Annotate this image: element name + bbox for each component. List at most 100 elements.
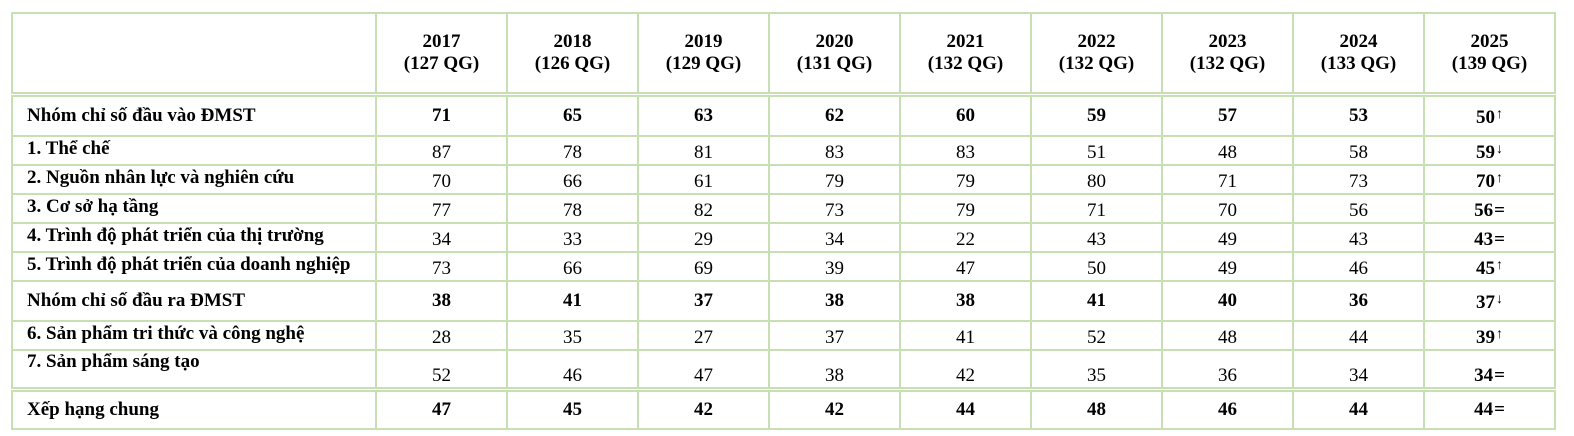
row-label: 1. Thể chế <box>11 135 377 166</box>
unchanged-icon: = <box>1494 200 1505 221</box>
rank-cell: 40 <box>1161 280 1294 322</box>
column-header: 2017 (127 QG) <box>375 12 508 97</box>
rank-cell: 42 <box>899 349 1032 391</box>
row-label: Nhóm chỉ số đầu vào ĐMST <box>11 93 377 137</box>
rank-cell: 44 <box>1292 387 1425 430</box>
arrow-down-icon: ↓ <box>1496 142 1503 157</box>
rank-value: 56 <box>1474 200 1494 221</box>
table-row: 2. Nguồn nhân lực và nghiên cứu 70 66 61 79 7… <box>11 164 1556 195</box>
rank-cell: 70 <box>1161 193 1294 224</box>
rank-cell: 47 <box>899 251 1032 282</box>
rank-cell: 52 <box>1030 320 1163 351</box>
unchanged-icon: = <box>1494 229 1505 250</box>
rank-value: 37 <box>1476 291 1495 313</box>
rank-cell: 52 <box>375 349 508 391</box>
rank-cell: 22 <box>899 222 1032 253</box>
table-row: 3. Cơ sở hạ tầng 77 78 82 73 79 71 70 56 56= <box>11 193 1556 224</box>
row-label: 7. Sản phẩm sáng tạo <box>11 349 377 391</box>
rank-cell: 35 <box>506 320 639 351</box>
arrow-up-icon: ↑ <box>1496 106 1503 122</box>
rank-cell: 65 <box>506 93 639 137</box>
rank-cell: 83 <box>899 135 1032 166</box>
rank-cell: 38 <box>375 280 508 322</box>
unchanged-icon: = <box>1494 365 1505 386</box>
rank-cell: 34 <box>768 222 901 253</box>
gii-ranking-table: 2017 (127 QG) 2018 (126 QG) 2019 (129 QG) 2… <box>11 12 1556 430</box>
column-header: 2021 (132 QG) <box>899 12 1032 97</box>
column-header: 2019 (129 QG) <box>637 12 770 97</box>
header-row: 2017 (127 QG) 2018 (126 QG) 2019 (129 QG) 2… <box>11 12 1556 97</box>
rank-cell: 34 <box>1292 349 1425 391</box>
rank-cell: 80 <box>1030 164 1163 195</box>
gii-ranking-table-container: 2017 (127 QG) 2018 (126 QG) 2019 (129 QG) 2… <box>11 12 1556 430</box>
rank-cell: 27 <box>637 320 770 351</box>
rank-cell: 71 <box>1030 193 1163 224</box>
rank-cell: 46 <box>1161 387 1294 430</box>
rank-cell: 56= <box>1423 193 1556 224</box>
rank-cell: 43 <box>1030 222 1163 253</box>
table-row: Nhóm chỉ số đầu vào ĐMST 71 65 63 62 60 59 57 53… <box>11 93 1556 137</box>
rank-cell: 73 <box>375 251 508 282</box>
rank-cell: 48 <box>1161 135 1294 166</box>
rank-cell: 38 <box>899 280 1032 322</box>
rank-value: 50 <box>1476 106 1495 128</box>
rank-cell: 59 <box>1030 93 1163 137</box>
rank-value: 44 <box>1474 399 1494 420</box>
header-corner-cell <box>11 12 377 97</box>
rank-cell: 46 <box>506 349 639 391</box>
column-header: 2020 (131 QG) <box>768 12 901 97</box>
table-row: Nhóm chỉ số đầu ra ĐMST 38 41 37 38 38 41 40 36 3… <box>11 280 1556 322</box>
rank-cell: 34 <box>375 222 508 253</box>
rank-cell: 79 <box>899 193 1032 224</box>
row-label: 6. Sản phẩm tri thức và công nghệ <box>11 320 377 351</box>
rank-cell: 78 <box>506 193 639 224</box>
rank-cell: 58 <box>1292 135 1425 166</box>
rank-cell: 46 <box>1292 251 1425 282</box>
rank-cell: 70 <box>375 164 508 195</box>
rank-cell: 73 <box>1292 164 1425 195</box>
rank-cell: 38 <box>768 280 901 322</box>
rank-cell: 79 <box>768 164 901 195</box>
column-header: 2018 (126 QG) <box>506 12 639 97</box>
rank-cell: 71 <box>1161 164 1294 195</box>
rank-cell: 53 <box>1292 93 1425 137</box>
rank-cell: 48 <box>1161 320 1294 351</box>
rank-cell: 39↑ <box>1423 320 1556 351</box>
rank-value: 43 <box>1474 229 1494 250</box>
rank-cell: 43= <box>1423 222 1556 253</box>
table-row: 5. Trình độ phát triển của doanh nghiệp 7… <box>11 251 1556 282</box>
rank-cell: 37 <box>637 280 770 322</box>
column-header: 2023 (132 QG) <box>1161 12 1294 97</box>
arrow-up-icon: ↑ <box>1496 171 1503 186</box>
rank-cell: 63 <box>637 93 770 137</box>
arrow-up-icon: ↑ <box>1496 327 1503 342</box>
rank-cell: 44 <box>1292 320 1425 351</box>
column-header: 2022 (132 QG) <box>1030 12 1163 97</box>
rank-cell: 59↓ <box>1423 135 1556 166</box>
rank-value: 45 <box>1476 258 1495 279</box>
rank-cell: 83 <box>768 135 901 166</box>
rank-cell: 41 <box>899 320 1032 351</box>
rank-cell: 78 <box>506 135 639 166</box>
row-label: 2. Nguồn nhân lực và nghiên cứu <box>11 164 377 195</box>
rank-cell: 43 <box>1292 222 1425 253</box>
rank-cell: 57 <box>1161 93 1294 137</box>
rank-cell: 49 <box>1161 251 1294 282</box>
rank-cell: 36 <box>1292 280 1425 322</box>
table-row: 4. Trình độ phát triển của thị trường 34 3… <box>11 222 1556 253</box>
rank-cell: 62 <box>768 93 901 137</box>
table-row: 7. Sản phẩm sáng tạo 52 46 47 38 42 35 36 34 34= <box>11 349 1556 391</box>
column-header: 2025 (139 QG) <box>1423 12 1556 97</box>
unchanged-icon: = <box>1494 399 1505 420</box>
rank-cell: 45 <box>506 387 639 430</box>
rank-cell: 41 <box>1030 280 1163 322</box>
row-label: 4. Trình độ phát triển của thị trường <box>11 222 377 253</box>
rank-cell: 42 <box>768 387 901 430</box>
column-header: 2024 (133 QG) <box>1292 12 1425 97</box>
table-row: 1. Thể chế 87 78 81 83 83 51 48 58 59↓ <box>11 135 1556 166</box>
rank-cell: 56 <box>1292 193 1425 224</box>
rank-cell: 39 <box>768 251 901 282</box>
rank-cell: 28 <box>375 320 508 351</box>
rank-cell: 82 <box>637 193 770 224</box>
rank-cell: 66 <box>506 164 639 195</box>
